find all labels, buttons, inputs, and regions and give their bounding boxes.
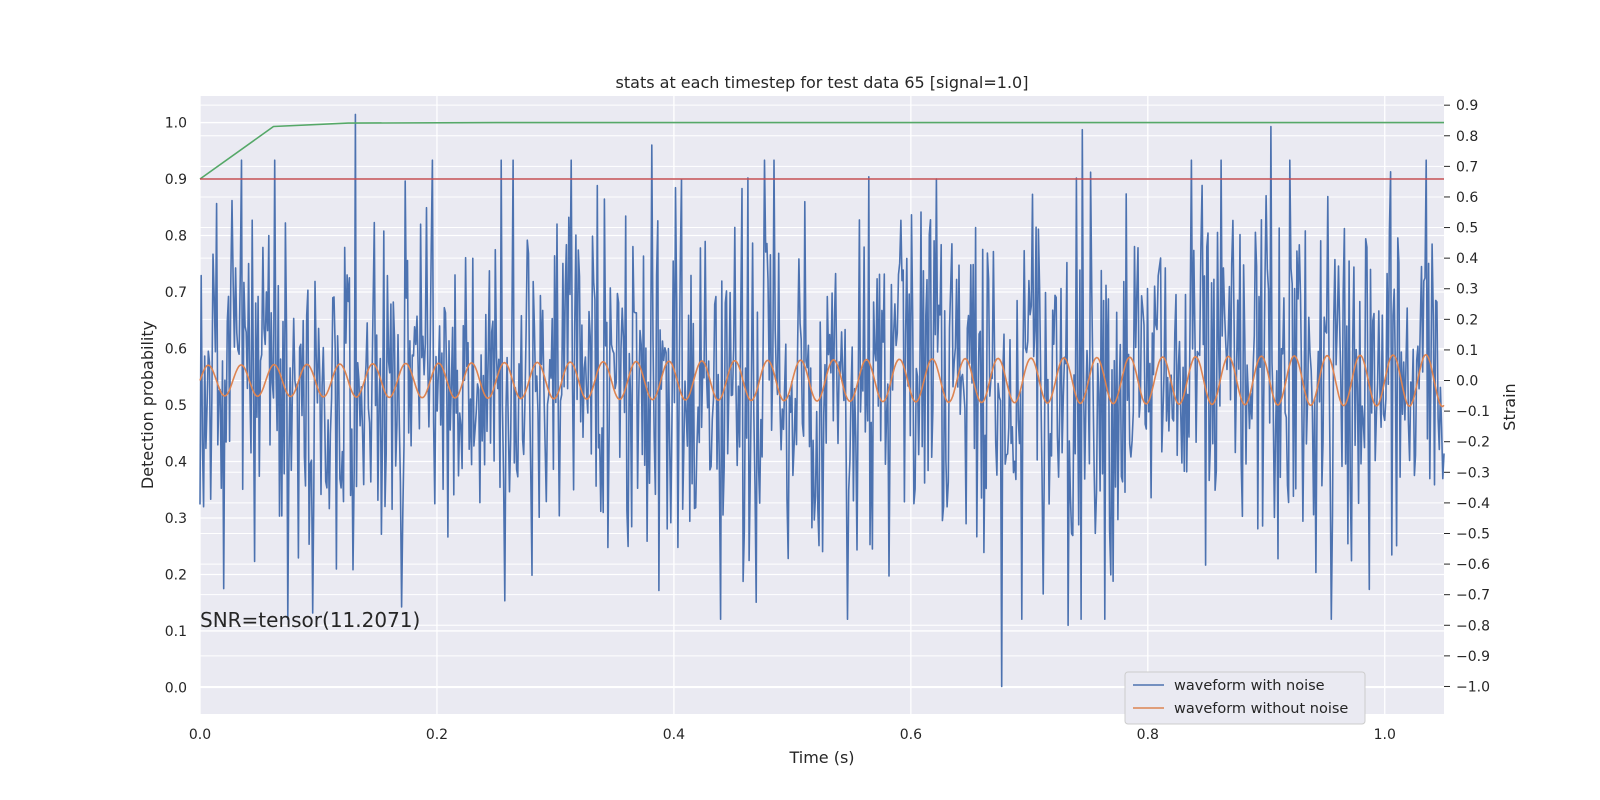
y-tick-label-left: 0.5	[165, 398, 187, 414]
legend-label-waveform-with-noise: waveform with noise	[1174, 678, 1325, 694]
y-tick-label-right: −0.4	[1456, 496, 1490, 512]
y-tick-label-right: 0.2	[1456, 312, 1478, 328]
y-axis-label-right: Strain	[1500, 383, 1519, 430]
x-axis-label: Time (s)	[788, 748, 854, 767]
y-tick-label-left: 0.0	[165, 680, 187, 696]
y-tick-label-right: 0.0	[1456, 374, 1478, 390]
x-tick-label: 0.0	[189, 727, 211, 743]
x-tick-label: 0.4	[663, 727, 685, 743]
legend-box	[1124, 671, 1366, 725]
ticks-layer: 0.0 0.2 0.4 0.6 0.8 1.0 0.0 0.1 0.2 0.3 0.4 0.5 0.6 0…	[165, 98, 1490, 743]
y-tick-label-right: −0.1	[1456, 404, 1490, 420]
y-tick-label-left: 0.8	[165, 229, 187, 245]
y-tick-label-right: 0.8	[1456, 129, 1478, 145]
legend: waveform with noise waveform without noi…	[1124, 671, 1366, 725]
x-tick-label: 0.6	[900, 727, 922, 743]
x-tick-label: 0.8	[1137, 727, 1159, 743]
series-waveform-without-noise	[199, 353, 1445, 408]
y-tick-label-right: −0.9	[1456, 649, 1490, 665]
y-tick-label-left: 0.9	[165, 172, 187, 188]
y-tick-label-right: −1.0	[1456, 679, 1490, 695]
y-tick-label-right: 0.9	[1456, 98, 1478, 114]
snr-annotation: SNR=tensor(11.2071)	[200, 608, 420, 632]
y-tick-label-left: 0.7	[165, 285, 187, 301]
legend-label-waveform-without-noise: waveform without noise	[1174, 701, 1348, 717]
y-tick-label-right: −0.2	[1456, 435, 1490, 451]
y-tick-label-left: 0.1	[165, 624, 187, 640]
y-tick-label-right: −0.8	[1456, 618, 1490, 634]
y-tick-label-right: 0.4	[1456, 251, 1478, 267]
y-tick-label-right: −0.5	[1456, 526, 1490, 542]
y-tick-label-right: 0.3	[1456, 282, 1478, 298]
y-tick-label-left: 1.0	[165, 116, 187, 132]
y-tick-label-left: 0.3	[165, 511, 187, 527]
y-tick-label-left: 0.6	[165, 342, 187, 358]
series-waveform-with-noise	[199, 113, 1445, 688]
y-tick-label-left: 0.2	[165, 567, 187, 583]
y-axis-label-left: Detection probability	[138, 321, 157, 489]
y-tick-label-right: 0.6	[1456, 190, 1478, 206]
y-tick-label-right: 0.1	[1456, 343, 1478, 359]
x-tick-label: 0.2	[426, 727, 448, 743]
y-tick-label-right: −0.7	[1456, 588, 1490, 604]
y-tick-label-right: −0.3	[1456, 465, 1490, 481]
x-tick-label: 1.0	[1374, 727, 1396, 743]
y-tick-label-right: 0.7	[1456, 159, 1478, 175]
series-line-2	[199, 121, 1444, 180]
y-tick-label-left: 0.4	[165, 454, 187, 470]
series-layer	[199, 113, 1445, 688]
chart-title: stats at each timestep for test data 65 …	[616, 73, 1029, 92]
y-tick-label-right: 0.5	[1456, 221, 1478, 237]
y-tick-label-right: −0.6	[1456, 557, 1490, 573]
